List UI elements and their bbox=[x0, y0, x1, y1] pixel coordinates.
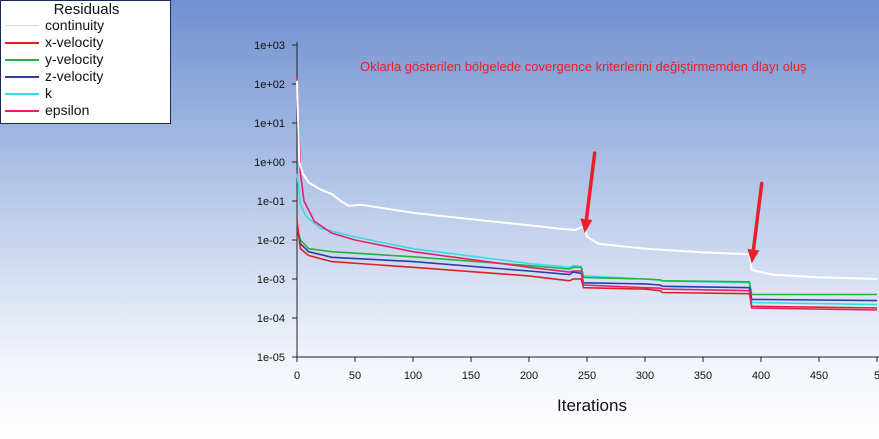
chart-arrows bbox=[580, 151, 764, 264]
annotation-note: Oklarla gösterilen bölgelede covergence … bbox=[360, 59, 807, 74]
legend-label-epsilon: epsilon bbox=[45, 102, 90, 118]
legend-swatch-x-velocity bbox=[5, 42, 39, 44]
legend-item-y-velocity: y-velocity bbox=[5, 52, 171, 67]
legend-swatch-k bbox=[5, 93, 39, 95]
legend-swatch-y-velocity bbox=[5, 59, 39, 61]
x-tick-label: 200 bbox=[520, 370, 538, 382]
y-tick-label: 1e+02 bbox=[254, 79, 285, 91]
arrow-1-shaft bbox=[584, 151, 597, 221]
y-tick-label: 1e+00 bbox=[254, 157, 285, 169]
x-tick-label: 250 bbox=[578, 370, 596, 382]
arrow-2-head bbox=[747, 248, 760, 264]
x-tick-label: 5 bbox=[874, 370, 879, 382]
x-axis-label: Iterations bbox=[557, 396, 627, 415]
legend-swatch-continuity bbox=[5, 25, 39, 28]
series-line-x-velocity bbox=[296, 221, 878, 309]
legend-label-z-velocity: z-velocity bbox=[45, 68, 104, 84]
series-line-y-velocity bbox=[296, 228, 877, 296]
legend-swatch-epsilon bbox=[5, 110, 39, 112]
x-tick-label: 0 bbox=[294, 370, 300, 382]
y-tick-label: 1e-02 bbox=[257, 235, 285, 247]
arrow-1-head bbox=[580, 218, 593, 234]
y-tick-label: 1e+03 bbox=[254, 40, 285, 52]
legend-label-x-velocity: x-velocity bbox=[45, 34, 104, 50]
series-line-z-velocity bbox=[296, 228, 878, 302]
legend-item-x-velocity: x-velocity bbox=[5, 35, 171, 50]
x-tick-label: 400 bbox=[752, 370, 770, 382]
chart-axes: 1e-05 1e-04 1e-03 1e-02 1e-01 1e+00 1e+01 1e+02… bbox=[254, 40, 879, 382]
y-tick-label: 1e-03 bbox=[257, 274, 285, 286]
y-tick-label: 1e+01 bbox=[254, 118, 285, 130]
legend-swatch-z-velocity bbox=[5, 76, 39, 78]
arrow-2-shaft bbox=[751, 181, 764, 252]
x-tick-label: 150 bbox=[462, 370, 480, 382]
x-tick-label: 450 bbox=[810, 370, 828, 382]
series-line-continuity bbox=[296, 80, 878, 280]
x-tick-label: 300 bbox=[636, 370, 654, 382]
y-tick-label: 1e-05 bbox=[257, 352, 285, 364]
legend-item-continuity: continuity bbox=[5, 18, 171, 33]
x-tick-label: 100 bbox=[404, 370, 422, 382]
legend-label-k: k bbox=[45, 85, 52, 101]
x-tick-label: 50 bbox=[349, 370, 361, 382]
legend-item-z-velocity: z-velocity bbox=[5, 69, 171, 84]
y-tick-label: 1e-04 bbox=[257, 313, 285, 325]
chart-series bbox=[296, 77, 878, 311]
legend-item-k: k bbox=[5, 86, 171, 101]
x-tick-label: 350 bbox=[694, 370, 712, 382]
legend-item-epsilon: epsilon bbox=[5, 103, 171, 118]
legend-title: Residuals bbox=[53, 1, 120, 18]
series-line-epsilon bbox=[296, 77, 878, 311]
legend: Residuals continuity x-velocity y-veloci… bbox=[0, 0, 171, 124]
legend-label-continuity: continuity bbox=[45, 17, 105, 33]
legend-label-y-velocity: y-velocity bbox=[45, 51, 104, 67]
y-tick-label: 1e-01 bbox=[257, 196, 285, 208]
